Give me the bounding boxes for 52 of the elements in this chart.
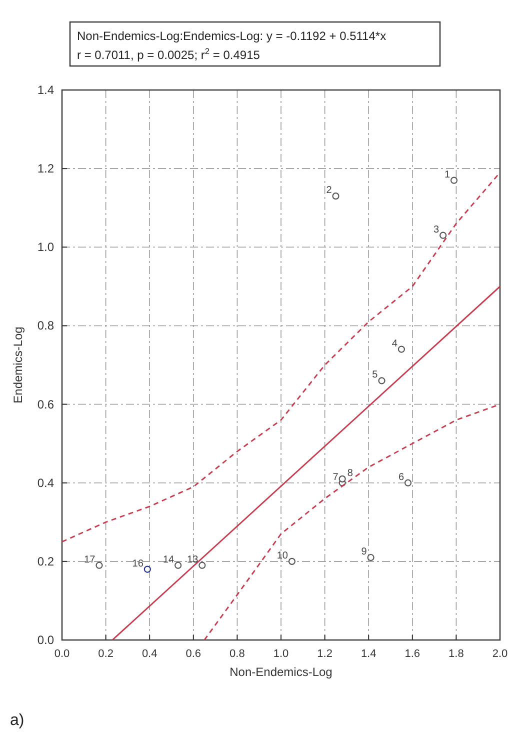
y-tick-label: 0.4 — [37, 476, 54, 490]
point — [174, 562, 182, 569]
point — [398, 346, 405, 353]
y-tick-label: 0.0 — [37, 633, 54, 647]
y-axis-title: Endemics-Log — [11, 326, 25, 404]
annotation: 8 — [347, 468, 354, 479]
point — [378, 377, 386, 384]
x-tick-label: 2.0 — [492, 648, 508, 660]
point — [450, 176, 458, 184]
x-tick-label: 1.2 — [317, 648, 332, 660]
point — [367, 554, 374, 562]
annotation: 4 — [392, 338, 398, 350]
point — [338, 475, 346, 482]
annotation: 3 — [433, 224, 440, 236]
y-tick-label: 1.2 — [37, 162, 54, 176]
annotation: 2 — [326, 185, 332, 196]
point — [198, 562, 206, 569]
point — [96, 562, 103, 569]
point — [332, 192, 340, 200]
x-tick-label: 0.2 — [98, 648, 114, 660]
y-tick-label: 1.0 — [37, 240, 54, 254]
point — [440, 232, 447, 239]
line-series — [204, 404, 501, 641]
y-tick-label: 0.6 — [37, 397, 54, 412]
text: r = 0.7011, p = 0.0025; r$^{2}$ = 0.4915 — [77, 46, 260, 62]
x-tick-label: 1.6 — [404, 648, 420, 660]
annotation: 7 — [332, 472, 339, 483]
x-tick-label: 0.0 — [54, 648, 70, 660]
point — [404, 479, 412, 486]
text: Non-Endemics-Log:Endemics-Log: y = -0.1192 + 0.5114*x — [77, 29, 386, 43]
point — [288, 558, 296, 565]
text: a) — [10, 712, 24, 729]
y-tick-label: 1.4 — [37, 83, 54, 97]
point — [144, 566, 151, 573]
x-tick-label: 1.8 — [448, 648, 464, 660]
annotation: 10 — [276, 550, 288, 562]
y-tick-label: 0.2 — [37, 554, 54, 568]
y-tick-label: 0.8 — [37, 318, 54, 333]
annotation: 6 — [398, 472, 404, 483]
annotation: 5 — [372, 370, 378, 381]
x-tick-label: 0.4 — [142, 648, 158, 660]
annotation: 17 — [84, 554, 96, 566]
annotation: 16 — [132, 558, 144, 570]
x-tick-label: 0.6 — [186, 648, 202, 660]
x-axis-title: Non-Endemics-Log — [230, 665, 332, 679]
annotation: 9 — [361, 546, 368, 558]
x-tick-label: 1.0 — [273, 648, 289, 660]
x-tick-label: 1.4 — [360, 648, 376, 660]
annotation: 1 — [444, 169, 450, 180]
x-tick-label: 0.8 — [230, 648, 245, 660]
annotation: 14 — [162, 554, 175, 566]
annotation: 13 — [187, 554, 199, 566]
